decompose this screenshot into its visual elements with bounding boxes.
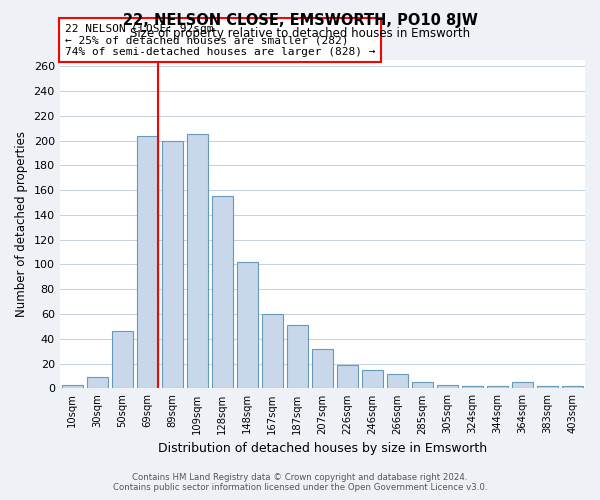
Text: 22 NELSON CLOSE: 92sqm
← 25% of detached houses are smaller (282)
74% of semi-de: 22 NELSON CLOSE: 92sqm ← 25% of detached… bbox=[65, 24, 376, 56]
Bar bbox=[512, 382, 533, 388]
Bar bbox=[412, 382, 433, 388]
Bar bbox=[387, 374, 408, 388]
Bar bbox=[262, 314, 283, 388]
Bar bbox=[212, 196, 233, 388]
Text: Contains HM Land Registry data © Crown copyright and database right 2024.
Contai: Contains HM Land Registry data © Crown c… bbox=[113, 473, 487, 492]
Bar bbox=[86, 378, 108, 388]
Bar bbox=[236, 262, 258, 388]
X-axis label: Distribution of detached houses by size in Emsworth: Distribution of detached houses by size … bbox=[158, 442, 487, 455]
Bar bbox=[337, 365, 358, 388]
Text: Size of property relative to detached houses in Emsworth: Size of property relative to detached ho… bbox=[130, 28, 470, 40]
Bar bbox=[462, 386, 483, 388]
Bar bbox=[187, 134, 208, 388]
Bar bbox=[112, 332, 133, 388]
Bar bbox=[562, 386, 583, 388]
Bar bbox=[437, 384, 458, 388]
Bar bbox=[312, 349, 333, 389]
Text: 22, NELSON CLOSE, EMSWORTH, PO10 8JW: 22, NELSON CLOSE, EMSWORTH, PO10 8JW bbox=[122, 12, 478, 28]
Bar bbox=[362, 370, 383, 388]
Bar bbox=[161, 140, 183, 388]
Bar bbox=[62, 384, 83, 388]
Bar bbox=[487, 386, 508, 388]
Bar bbox=[537, 386, 558, 388]
Y-axis label: Number of detached properties: Number of detached properties bbox=[15, 131, 28, 317]
Bar bbox=[287, 325, 308, 388]
Bar bbox=[137, 136, 158, 388]
